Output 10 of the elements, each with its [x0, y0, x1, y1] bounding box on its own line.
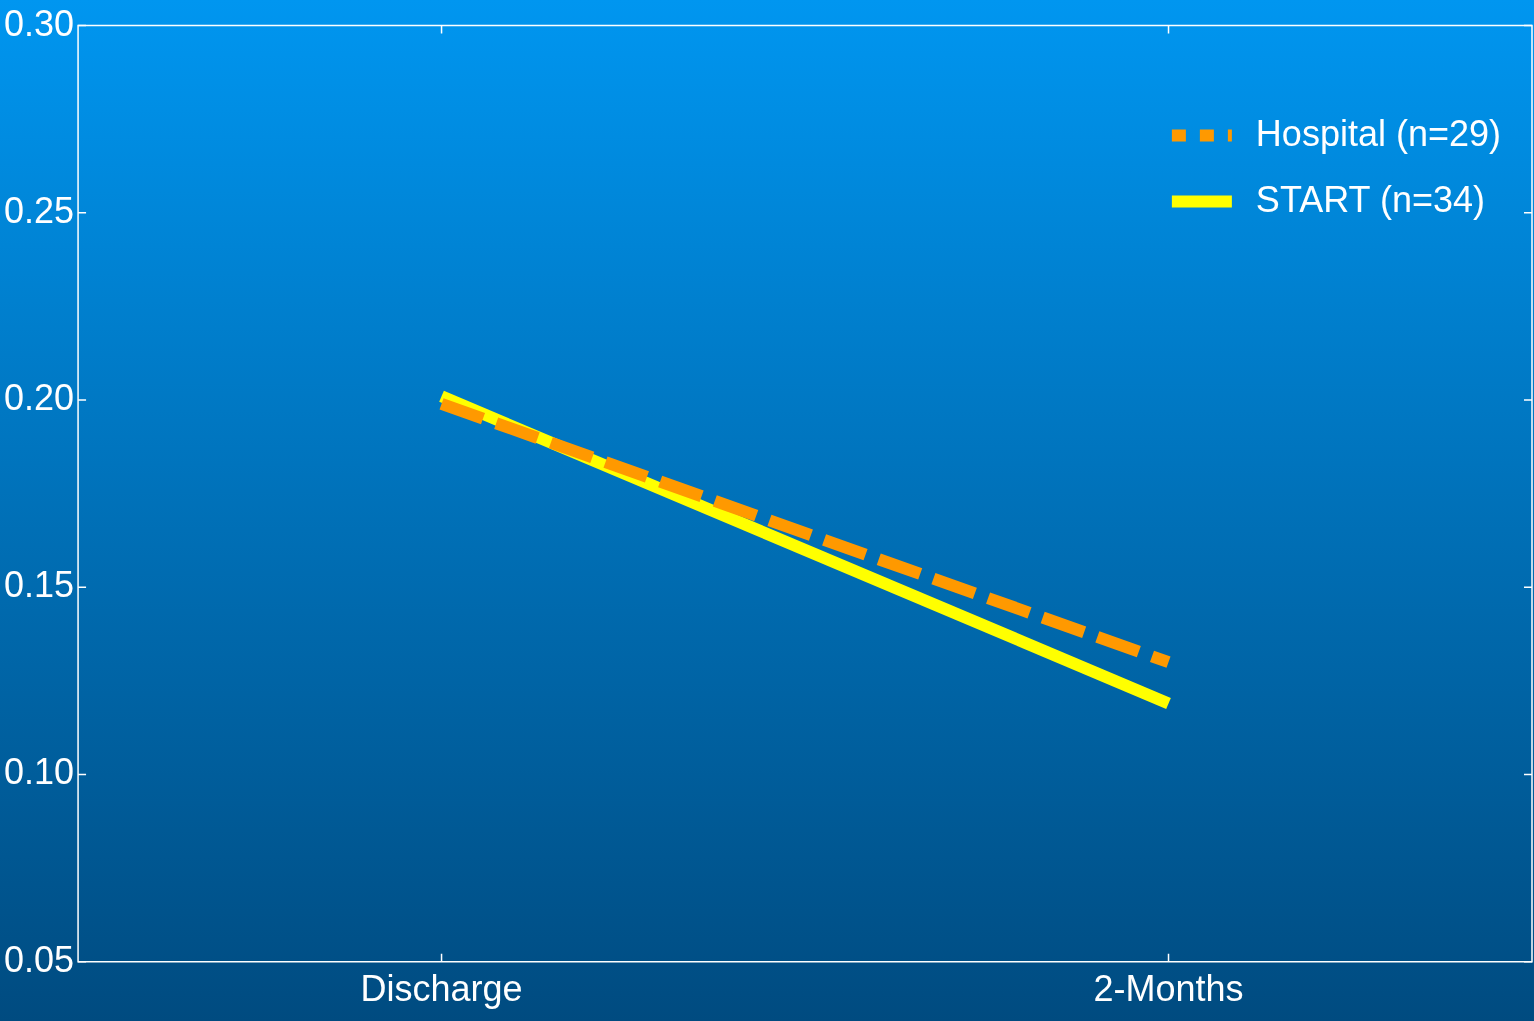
- x-tick-label: 2-Months: [1093, 968, 1244, 1010]
- y-tick-label: 0.25: [3, 189, 75, 231]
- legend-label: Hospital (n=29): [1255, 112, 1502, 154]
- x-tick-label: Discharge: [360, 968, 523, 1010]
- y-tick-label: 0.10: [3, 751, 75, 793]
- y-tick-label: 0.30: [3, 2, 75, 44]
- legend-label: START (n=34): [1255, 178, 1485, 220]
- y-tick-label: 0.15: [3, 564, 75, 606]
- y-tick-label: 0.20: [3, 377, 75, 418]
- y-tick-label: 0.05: [3, 938, 75, 980]
